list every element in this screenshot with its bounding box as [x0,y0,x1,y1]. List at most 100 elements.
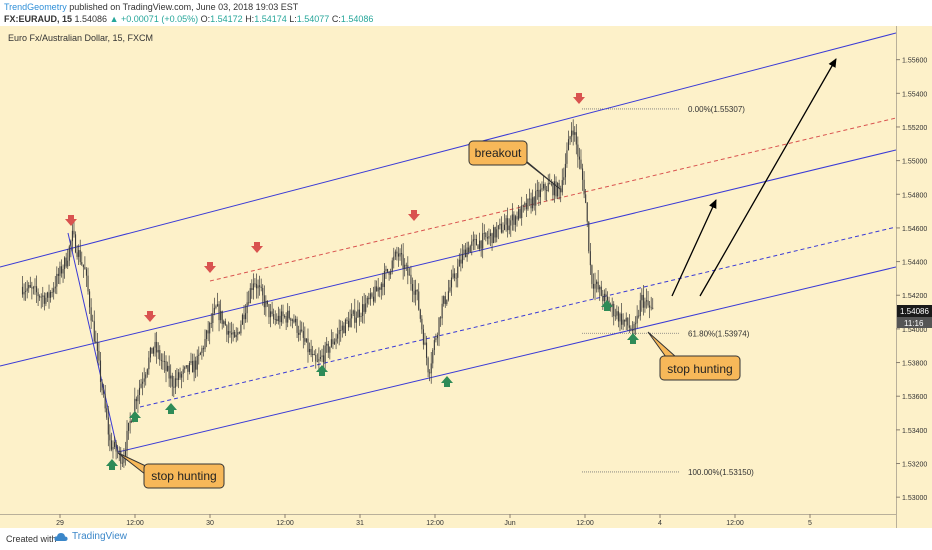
candle-body [35,286,38,293]
candle-body [605,293,607,297]
down-arrow-icon [65,215,77,226]
candle-body [62,269,64,274]
candle-body [639,300,641,317]
candle-body [454,273,456,279]
candle-body [245,313,247,320]
candle-body [362,304,364,316]
candle-body [113,442,116,447]
y-tick-label: 1.55200 [902,125,927,132]
tradingview-brand[interactable]: TradingView [54,531,127,542]
candle-body [539,189,541,198]
candle-body [376,286,378,292]
x-axis-ticks: 29 12:00 30 12:00 31 12:00 Jun 12:00 4 12:00 5 [56,514,812,527]
upper-channel-line[interactable] [0,32,896,268]
candle-body [112,446,114,450]
author-link[interactable]: TrendGeometry [4,2,67,12]
candle-body [642,294,644,308]
candle-body [232,331,234,335]
candle-body [528,198,531,200]
projection-arrows [671,58,837,297]
candle-body [518,209,520,220]
candle-body [599,286,601,290]
candle-body [188,363,190,372]
candle-body [96,343,98,351]
projection-arrow-long[interactable] [699,58,837,297]
candle-body [513,214,515,225]
candle-body [56,273,58,287]
candle-body [614,315,616,317]
candle-body [652,307,654,309]
candle-body [162,360,164,362]
candle-body [206,330,208,339]
candle-body [572,130,574,135]
candle-body [255,283,258,289]
stop-hunting-box-right [659,355,741,381]
candle-body [647,300,649,306]
candle-body [126,430,128,451]
candle-body [115,442,117,452]
candle-body [57,273,59,276]
blue-dashed-midline[interactable] [139,226,896,408]
current-price-box [897,305,932,317]
candle-body [555,181,557,197]
y-tick-label: 1.54000 [902,327,927,334]
candle-body [54,286,56,289]
chart-svg[interactable]: 1.55600 1.55400 1.55200 1.55000 1.54800 1.546… [0,26,932,528]
candle-body [589,251,591,266]
candle-body [67,260,69,267]
candle-body [578,156,580,160]
candle-body [265,300,267,308]
candle-body [407,265,409,276]
candle-body [391,260,393,272]
candle-body [507,218,509,231]
cloud-icon [54,532,68,541]
stop-hunting-callout-left[interactable]: stop hunting [117,452,225,489]
middle-channel-line[interactable] [0,149,896,367]
candle-body [234,331,236,338]
symbol-label[interactable]: FX:EURAUD, 15 [4,14,73,24]
candle-body [70,241,72,247]
candle-body [191,361,194,373]
breakout-callout[interactable]: breakout [468,140,561,190]
candle-body [263,295,265,308]
stop-hunting-callout-right[interactable]: stop hunting [647,331,741,381]
candle-body [285,316,287,323]
candle-body [571,130,573,137]
candle-body [557,183,559,197]
candle-body [396,251,398,254]
candle-body [427,357,429,373]
candle-body [592,283,595,289]
time-axis [0,514,896,528]
candle-body [68,246,70,261]
candle-body [329,346,331,353]
publish-line: TrendGeometry published on TradingView.c… [4,2,298,12]
candle-body [60,266,63,274]
lower-channel-line[interactable] [117,266,896,453]
candle-body [269,311,272,318]
x-tick-label: 5 [808,520,812,527]
y-axis-ticks: 1.55600 1.55400 1.55200 1.55000 1.54800 1.546… [896,58,927,502]
candle-body [165,361,167,371]
pitchfork-handle-left[interactable] [67,232,119,453]
candle-body [514,216,517,225]
candle-body [193,360,195,373]
candle-body [174,378,176,388]
candle-body [486,237,488,239]
candle-body [379,287,381,290]
chart-frame[interactable]: 1.55600 1.55400 1.55200 1.55000 1.54800 1.546… [0,26,932,528]
candle-body [461,253,463,264]
candle-body [110,440,112,450]
candle-body [388,271,390,275]
candle-body [458,259,460,267]
candle-body [574,132,576,135]
projection-arrow-short[interactable] [671,199,717,297]
candle-body [31,287,33,289]
candle-body [240,324,242,334]
candle-body [134,398,136,414]
up-arrow-icon [106,459,118,470]
candle-body [455,277,457,279]
candle-body [360,315,362,318]
candle-body [45,297,47,304]
candle-body [230,333,233,335]
candle-body [522,205,524,207]
